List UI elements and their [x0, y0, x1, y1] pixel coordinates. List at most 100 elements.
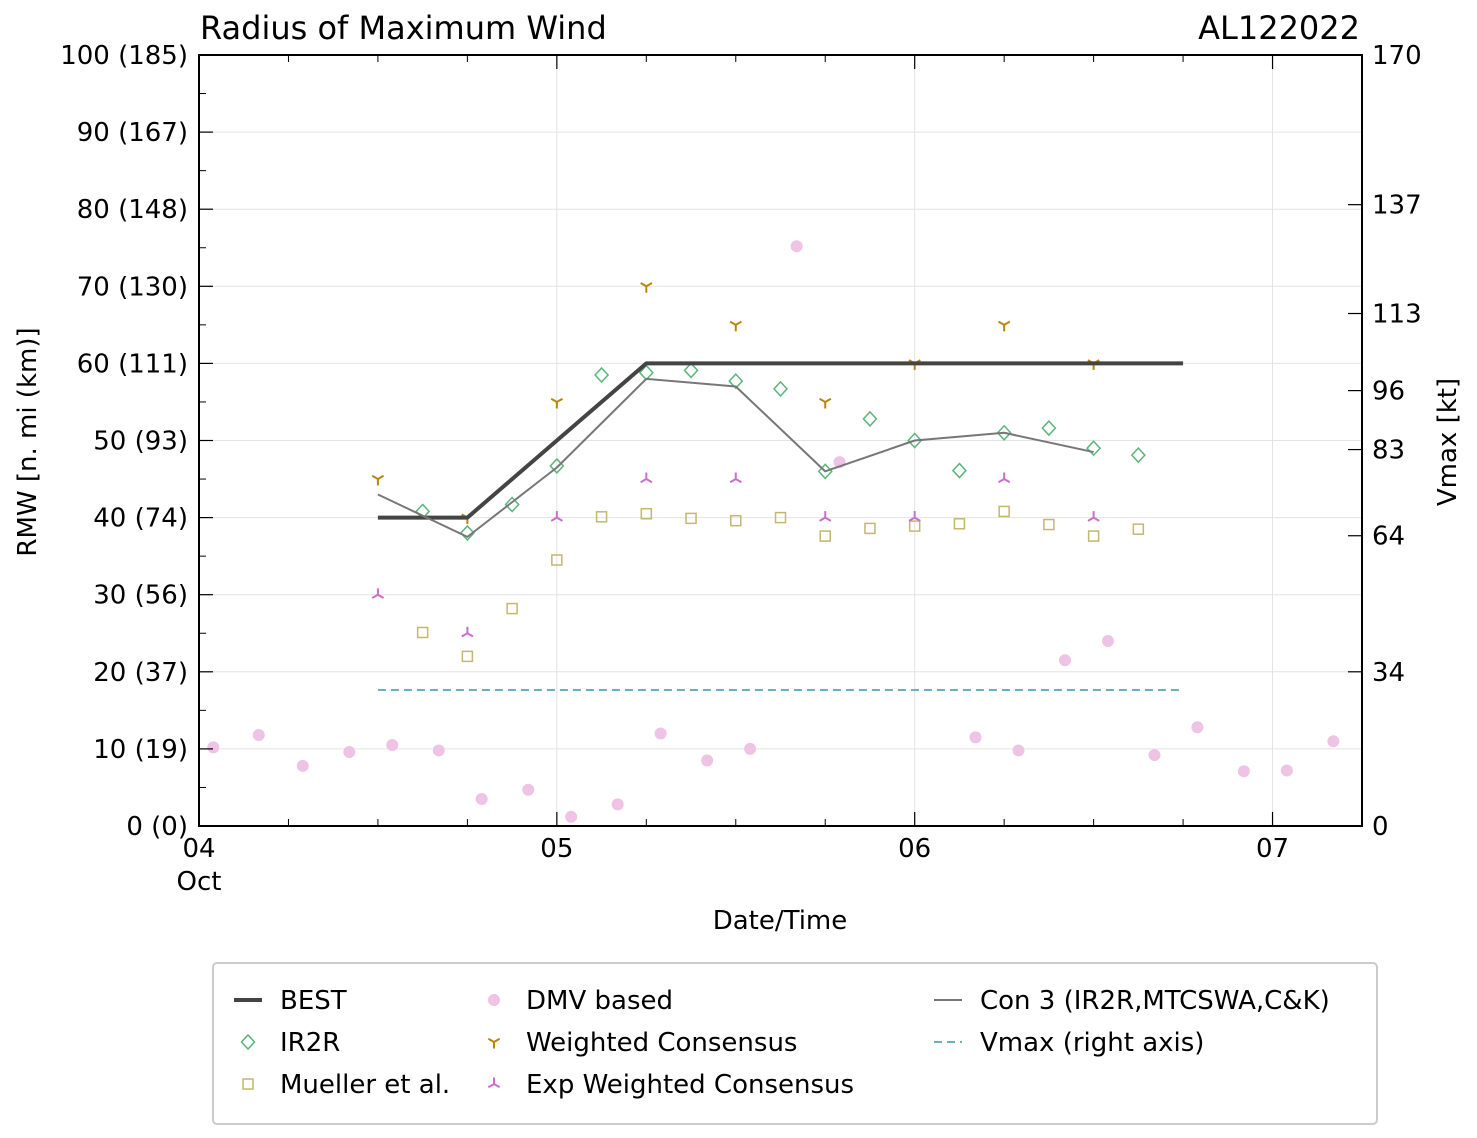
data-point-mueller-et-al	[416, 626, 429, 639]
data-point-weighted-consensus	[729, 320, 742, 332]
data-point-exp-weighted-consensus	[908, 511, 921, 522]
data-point-mueller-et-al	[1132, 523, 1145, 535]
data-point-ir2r	[996, 424, 1012, 441]
series-line-con-3-ir2r-mtcswa-c-k	[377, 377, 1094, 538]
legend-label: IR2R	[280, 1028, 340, 1058]
data-point-dmv-based	[343, 745, 356, 758]
y-tick-label: 90 (167)	[77, 118, 188, 148]
data-point-ir2r	[907, 432, 923, 449]
data-point-dmv-based	[1101, 634, 1114, 647]
y2-tick-label: 96	[1372, 377, 1405, 407]
legend-label: Mueller et al.	[280, 1070, 450, 1100]
data-point-dmv-based	[432, 744, 445, 757]
data-point-weighted-consensus	[550, 397, 563, 409]
data-point-exp-weighted-consensus	[371, 588, 385, 599]
data-point-dmv-based	[296, 759, 309, 772]
data-point-mueller-et-al	[595, 511, 608, 523]
legend-label: DMV based	[526, 986, 673, 1016]
legend-swatch	[487, 1077, 501, 1089]
series-exp-weighted-consensus	[371, 472, 1100, 638]
y2-tick-label: 170	[1372, 41, 1422, 71]
data-point-mueller-et-al	[1043, 518, 1055, 531]
data-point-dmv-based	[1327, 735, 1340, 748]
legend-swatch	[487, 1037, 501, 1049]
y-tick-label: 50 (93)	[93, 427, 188, 457]
axis-ticks	[198, 54, 1362, 827]
data-point-mueller-et-al	[953, 518, 966, 530]
x-axis-label: Date/Time	[713, 906, 848, 936]
data-point-exp-weighted-consensus	[729, 472, 742, 484]
x-tick-sublabel: Oct	[177, 867, 222, 897]
data-point-mueller-et-al	[819, 530, 831, 542]
y-tick-label: 100 (185)	[60, 41, 188, 71]
y2-tick-label: 83	[1372, 436, 1405, 466]
chart-title: Radius of Maximum Wind	[200, 9, 607, 47]
data-point-ir2r	[951, 462, 967, 479]
data-point-mueller-et-al	[640, 507, 653, 520]
data-point-dmv-based	[654, 727, 667, 740]
legend-entry: IR2R	[240, 1028, 340, 1058]
data-point-mueller-et-al	[998, 505, 1010, 518]
legend-entry: Exp Weighted Consensus	[487, 1070, 854, 1100]
data-point-mueller-et-al	[908, 520, 921, 532]
data-point-weighted-consensus	[640, 282, 653, 293]
data-point-weighted-consensus	[371, 474, 385, 486]
data-point-ir2r	[1086, 440, 1102, 457]
y-tick-label: 40 (74)	[93, 504, 188, 534]
data-point-mueller-et-al	[461, 650, 474, 663]
legend-entry: Weighted Consensus	[487, 1028, 797, 1058]
y2-tick-label: 113	[1372, 300, 1422, 330]
y2-tick-label: 34	[1372, 658, 1405, 688]
y2-tick-label: 137	[1372, 191, 1422, 221]
legend-label: Exp Weighted Consensus	[526, 1070, 854, 1100]
data-point-dmv-based	[611, 798, 624, 811]
data-point-dmv-based	[1148, 749, 1161, 762]
legend-box	[212, 962, 1378, 1125]
data-point-dmv-based	[522, 783, 535, 796]
legend-label: BEST	[280, 986, 347, 1016]
data-point-dmv-based	[565, 810, 578, 823]
series-mueller-et-al	[416, 505, 1145, 663]
data-point-dmv-based	[1058, 654, 1071, 667]
data-point-dmv-based	[386, 739, 399, 752]
x-tick-label: 06	[898, 834, 931, 864]
x-tick-label: 05	[540, 834, 573, 864]
series-best	[377, 361, 1184, 520]
data-point-mueller-et-al	[551, 554, 563, 566]
data-point-ir2r	[459, 524, 475, 542]
data-point-exp-weighted-consensus	[640, 472, 653, 484]
data-point-dmv-based	[1237, 765, 1250, 778]
y-tick-label: 0 (0)	[126, 812, 188, 842]
data-point-dmv-based	[969, 731, 982, 744]
data-point-ir2r	[728, 373, 744, 390]
data-point-mueller-et-al	[774, 511, 787, 524]
data-point-weighted-consensus	[998, 320, 1011, 332]
legend-swatch	[242, 1078, 254, 1090]
legend-swatch	[488, 994, 500, 1006]
data-point-exp-weighted-consensus	[461, 626, 474, 638]
data-point-ir2r	[862, 410, 878, 428]
tick-labels: 0 (0) 10 (19) 20 (37) 30 (56) 40 (74) 50 (93)…	[60, 41, 1421, 897]
data-point-exp-weighted-consensus	[819, 511, 832, 522]
x-tick-label: 04	[182, 834, 215, 864]
data-point-exp-weighted-consensus	[998, 472, 1011, 484]
data-point-dmv-based	[701, 754, 714, 767]
legend-entry: Mueller et al.	[242, 1070, 450, 1100]
data-point-ir2r	[772, 380, 789, 397]
data-point-mueller-et-al	[1087, 530, 1100, 542]
y-tick-label: 60 (111)	[77, 349, 188, 379]
legend: BEST IR2R Mueller et al. DMV based Weighted …	[212, 962, 1378, 1125]
series-ir2r	[415, 362, 1146, 542]
data-point-exp-weighted-consensus	[1087, 511, 1100, 522]
data-point-mueller-et-al	[730, 514, 742, 527]
series-con-3-ir2r-mtcswa-c-k	[377, 377, 1094, 538]
y-tick-label: 80 (148)	[77, 195, 188, 225]
data-point-mueller-et-al	[864, 522, 876, 535]
legend-entry: DMV based	[488, 986, 673, 1016]
y2-axis-label: Vmax [kt]	[1433, 378, 1463, 506]
data-point-exp-weighted-consensus	[550, 511, 563, 522]
storm-id: AL122022	[1198, 9, 1360, 47]
data-point-mueller-et-al	[685, 512, 697, 525]
data-point-ir2r	[594, 366, 610, 384]
